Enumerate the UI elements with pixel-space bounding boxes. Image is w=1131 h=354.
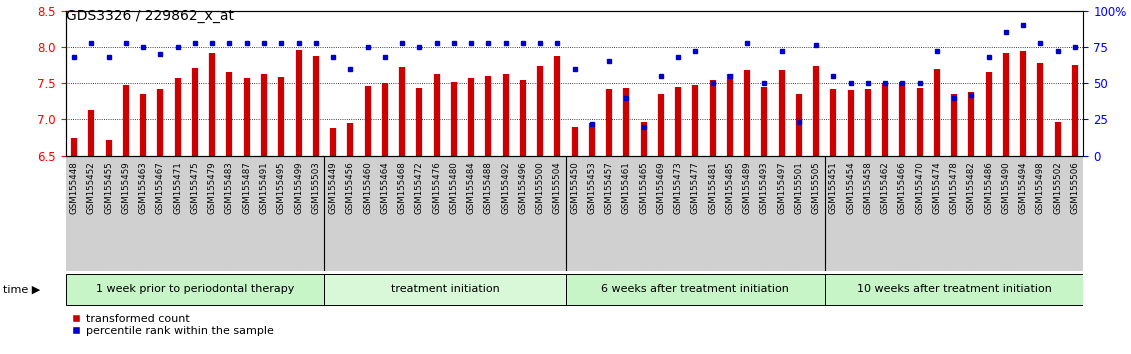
Text: GSM155466: GSM155466 bbox=[898, 161, 907, 214]
Text: GDS3326 / 229862_x_at: GDS3326 / 229862_x_at bbox=[66, 9, 234, 23]
Text: GSM155460: GSM155460 bbox=[363, 161, 372, 214]
Text: GSM155495: GSM155495 bbox=[277, 161, 286, 214]
Text: GSM155499: GSM155499 bbox=[294, 161, 303, 214]
Text: GSM155469: GSM155469 bbox=[656, 161, 665, 214]
Text: GSM155449: GSM155449 bbox=[328, 161, 337, 214]
Text: 10 weeks after treatment initiation: 10 weeks after treatment initiation bbox=[856, 284, 1052, 295]
Text: GSM155473: GSM155473 bbox=[674, 161, 683, 214]
Text: GSM155503: GSM155503 bbox=[311, 161, 320, 214]
Text: GSM155472: GSM155472 bbox=[415, 161, 424, 214]
Bar bbox=[824, 274, 1083, 304]
Text: GSM155480: GSM155480 bbox=[449, 161, 458, 214]
Text: GSM155459: GSM155459 bbox=[121, 161, 130, 214]
Bar bbox=[325, 274, 566, 304]
Text: GSM155464: GSM155464 bbox=[380, 161, 389, 214]
Text: GSM155478: GSM155478 bbox=[950, 161, 959, 214]
Text: GSM155504: GSM155504 bbox=[553, 161, 562, 214]
Bar bbox=[566, 274, 824, 304]
Text: GSM155448: GSM155448 bbox=[70, 161, 79, 214]
Text: GSM155481: GSM155481 bbox=[708, 161, 717, 214]
Text: GSM155479: GSM155479 bbox=[208, 161, 217, 214]
Text: GSM155450: GSM155450 bbox=[570, 161, 579, 214]
Text: GSM155456: GSM155456 bbox=[346, 161, 355, 214]
Text: 6 weeks after treatment initiation: 6 weeks after treatment initiation bbox=[602, 284, 789, 295]
Text: GSM155474: GSM155474 bbox=[932, 161, 941, 214]
Text: GSM155455: GSM155455 bbox=[104, 161, 113, 214]
Text: GSM155470: GSM155470 bbox=[915, 161, 924, 214]
Text: GSM155477: GSM155477 bbox=[691, 161, 700, 214]
Text: GSM155482: GSM155482 bbox=[967, 161, 976, 214]
Legend: transformed count, percentile rank within the sample: transformed count, percentile rank withi… bbox=[71, 314, 274, 336]
Text: GSM155462: GSM155462 bbox=[881, 161, 890, 214]
Bar bbox=[66, 156, 1083, 271]
Text: GSM155463: GSM155463 bbox=[139, 161, 148, 214]
Text: GSM155485: GSM155485 bbox=[725, 161, 734, 214]
Text: GSM155451: GSM155451 bbox=[829, 161, 838, 214]
Text: GSM155458: GSM155458 bbox=[863, 161, 872, 214]
Text: GSM155502: GSM155502 bbox=[1053, 161, 1062, 214]
Text: GSM155487: GSM155487 bbox=[242, 161, 251, 214]
Text: time ▶: time ▶ bbox=[3, 284, 41, 295]
Text: 1 week prior to periodontal therapy: 1 week prior to periodontal therapy bbox=[96, 284, 294, 295]
Text: GSM155489: GSM155489 bbox=[743, 161, 752, 214]
Text: GSM155475: GSM155475 bbox=[190, 161, 199, 214]
Text: GSM155476: GSM155476 bbox=[432, 161, 441, 214]
Text: GSM155492: GSM155492 bbox=[501, 161, 510, 214]
Text: GSM155500: GSM155500 bbox=[536, 161, 544, 214]
Text: GSM155505: GSM155505 bbox=[812, 161, 821, 214]
Text: GSM155488: GSM155488 bbox=[484, 161, 493, 214]
Text: GSM155498: GSM155498 bbox=[1036, 161, 1045, 214]
Text: GSM155461: GSM155461 bbox=[622, 161, 631, 214]
Text: GSM155491: GSM155491 bbox=[259, 161, 268, 214]
Text: GSM155490: GSM155490 bbox=[1001, 161, 1010, 214]
Text: GSM155453: GSM155453 bbox=[587, 161, 596, 214]
Text: GSM155483: GSM155483 bbox=[225, 161, 234, 214]
Text: GSM155506: GSM155506 bbox=[1070, 161, 1079, 214]
Bar bbox=[66, 274, 325, 304]
Text: GSM155486: GSM155486 bbox=[984, 161, 993, 214]
Text: GSM155465: GSM155465 bbox=[639, 161, 648, 214]
Text: GSM155497: GSM155497 bbox=[777, 161, 786, 214]
Text: GSM155501: GSM155501 bbox=[794, 161, 803, 214]
Text: treatment initiation: treatment initiation bbox=[391, 284, 500, 295]
Text: GSM155471: GSM155471 bbox=[173, 161, 182, 214]
Text: GSM155452: GSM155452 bbox=[87, 161, 96, 214]
Text: GSM155494: GSM155494 bbox=[1019, 161, 1028, 214]
Text: GSM155457: GSM155457 bbox=[605, 161, 613, 214]
Text: GSM155496: GSM155496 bbox=[518, 161, 527, 214]
Text: GSM155468: GSM155468 bbox=[397, 161, 406, 214]
Text: GSM155454: GSM155454 bbox=[846, 161, 855, 214]
Text: GSM155467: GSM155467 bbox=[156, 161, 165, 214]
Text: GSM155493: GSM155493 bbox=[760, 161, 769, 214]
Text: GSM155484: GSM155484 bbox=[466, 161, 475, 214]
